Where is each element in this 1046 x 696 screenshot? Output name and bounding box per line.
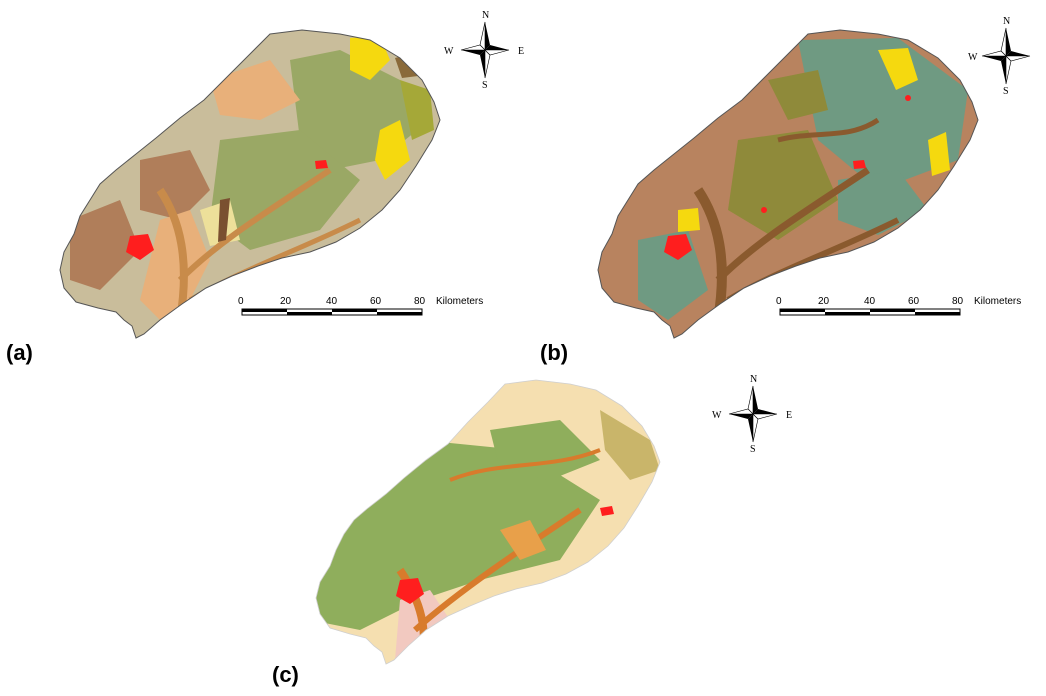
compass-e-label: E [786,410,792,421]
patch-teal-b3 [638,230,708,320]
scale-unit: Kilometers [974,296,1021,307]
scale-unit: Kilometers [436,296,483,307]
river-b2 [715,167,870,283]
river-b1 [693,187,727,321]
map-b-svg [597,29,979,339]
patch-brown-a1 [140,150,210,220]
patch-olive-b2 [768,70,828,120]
urban-area-b1 [664,234,692,260]
patch-green-a2 [210,130,360,250]
scalebar-b: 0 20 40 60 80 Kilometers [774,293,1044,323]
compass-w-label: W [712,410,722,421]
compass-n-label: N [482,10,489,21]
compass-rose-icon: N S W E [444,10,524,88]
patch-olive-c1 [600,410,660,480]
compass-s-label: S [1003,86,1009,94]
panel-label-a: (a) [6,340,33,365]
scale-tick-60: 60 [908,296,920,307]
scale-tick-40: 40 [326,296,338,307]
urban-area-c1 [396,578,424,604]
map-panel-b [578,20,1038,350]
river-c4 [449,448,601,482]
river-a1 [156,187,188,321]
urban-area-b4 [905,95,911,101]
river-a2 [177,167,332,283]
urban-area-b5 [735,299,741,305]
compass-rose-icon: N S W [968,16,1031,94]
compass-w-label: W [444,46,454,57]
map-a-svg [59,29,441,339]
scale-tick-0: 0 [776,296,782,307]
patch-peach-a2 [140,210,210,320]
compass-s-label: S [482,80,488,88]
compass-e-label: E [518,46,524,57]
scalebar-a-svg: 0 20 40 60 80 Kilometers [238,296,483,316]
patch-olive-a1 [400,80,434,140]
compass-c: N S W E [708,372,798,452]
urban-area-c2 [600,506,614,516]
scale-tick-20: 20 [280,296,292,307]
scale-tick-0: 0 [238,296,244,307]
river-b4 [777,117,880,143]
patch-darkbrown-a2 [395,54,418,78]
map-c-svg [315,379,661,665]
scale-tick-80: 80 [414,296,426,307]
compass-rose-icon: N S W E [712,374,792,452]
panel-label-b: (b) [540,340,569,365]
urban-area-b2 [853,160,866,169]
compass-w-label: W [968,52,978,63]
compass-s-label: S [750,444,756,452]
patch-yellow-b3 [678,208,700,232]
region-c [316,380,660,664]
scale-tick-20: 20 [818,296,830,307]
panel-label-c: (c) [272,662,299,687]
scale-tick-40: 40 [864,296,876,307]
scale-tick-80: 80 [952,296,964,307]
boundary-c [315,379,661,665]
map-panel-c [300,370,720,690]
map-panel-a [40,20,500,350]
scalebar-a: 0 20 40 60 80 Kilometers [236,293,506,323]
patch-yellow-a2 [375,120,410,180]
compass-n-label: N [750,374,757,385]
compass-b: N S W [962,14,1046,94]
patch-peach-a1 [210,60,300,120]
patch-yellow-b1 [878,48,918,90]
river-c2 [413,507,582,633]
urban-area-b3 [761,207,767,213]
patch-teal-b1 [798,38,968,190]
urban-area-a2 [315,160,328,169]
compass-n-label: N [1003,16,1010,27]
region-a [60,30,440,338]
patch-orange-c1 [500,520,546,560]
patch-yellow-a1 [350,36,390,80]
scalebar-b-svg: 0 20 40 60 80 Kilometers [776,296,1021,316]
scale-tick-60: 60 [370,296,382,307]
boundary-b [597,29,979,339]
patch-olive-b1 [728,130,838,240]
patch-darkbrown-a1 [218,198,230,242]
patch-brown-a2 [70,200,140,290]
patch-teal-b2 [838,170,928,235]
urban-area-a1 [126,234,154,260]
compass-a: N S W E [440,8,530,88]
boundary-a [59,29,441,339]
patch-yellow-b2 [928,132,950,176]
